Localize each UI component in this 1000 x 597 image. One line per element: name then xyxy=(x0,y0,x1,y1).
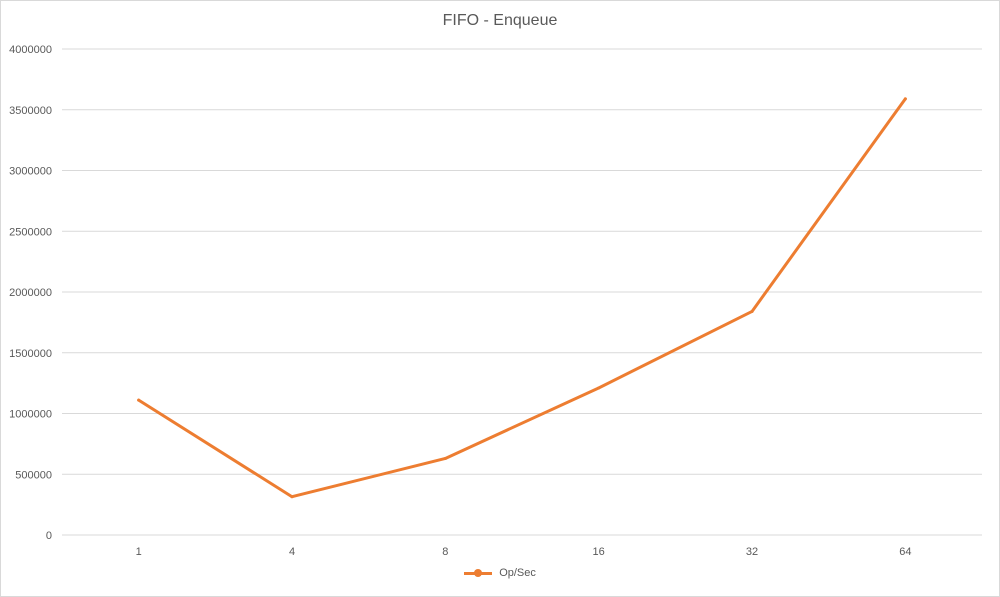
series-group xyxy=(137,97,907,499)
y-tick-label: 3500000 xyxy=(9,105,52,117)
x-tick-label: 64 xyxy=(899,546,911,558)
y-tick-label: 2500000 xyxy=(9,226,52,238)
y-axis-ticks: 0 500000 1000000 1500000 2000000 2500000 30000… xyxy=(9,44,52,542)
legend-swatch-op-sec xyxy=(464,569,493,578)
data-point xyxy=(903,97,907,101)
gridlines xyxy=(62,48,982,536)
y-tick-label: 500000 xyxy=(15,469,52,481)
series-line-op-sec xyxy=(137,97,907,499)
data-point xyxy=(597,386,601,390)
y-tick-label: 1500000 xyxy=(9,348,52,360)
data-point xyxy=(443,456,447,460)
y-tick-label: 1000000 xyxy=(9,409,52,421)
data-point xyxy=(750,309,754,313)
x-tick-label: 8 xyxy=(442,546,448,558)
chart-title: FIFO - Enqueue xyxy=(442,12,558,29)
y-tick-label: 4000000 xyxy=(9,44,52,56)
y-tick-label: 0 xyxy=(46,530,52,542)
data-point xyxy=(137,398,141,402)
x-tick-label: 16 xyxy=(593,546,605,558)
y-tick-label: 3000000 xyxy=(9,166,52,178)
x-tick-label: 32 xyxy=(746,546,758,558)
data-point xyxy=(290,495,294,499)
y-tick-label: 2000000 xyxy=(9,287,52,299)
legend-label-op-sec: Op/Sec xyxy=(499,567,536,579)
x-tick-label: 4 xyxy=(289,546,295,558)
x-tick-label: 1 xyxy=(136,546,142,558)
legend: Op/Sec xyxy=(0,567,1000,579)
x-axis-ticks: 1 4 8 16 32 64 xyxy=(136,546,912,558)
